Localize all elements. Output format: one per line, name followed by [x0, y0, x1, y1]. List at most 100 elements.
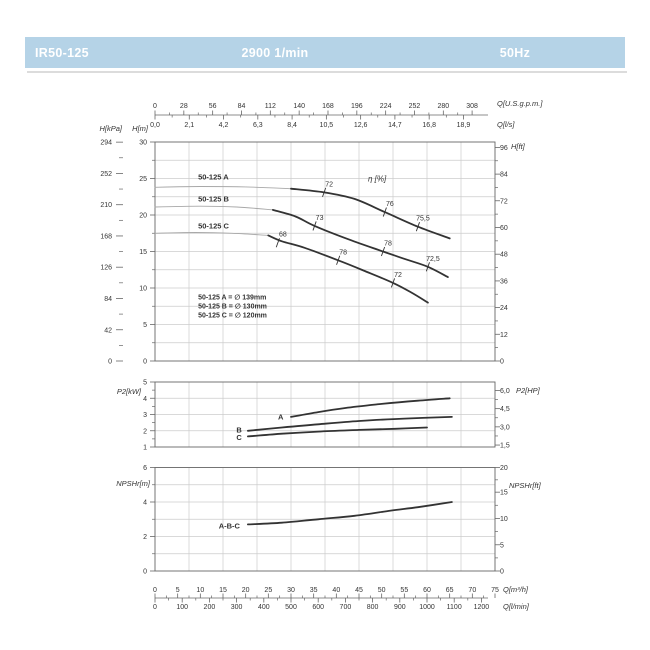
- efficiency-tick: [415, 222, 420, 232]
- power-chart-curve-C-main: [247, 426, 428, 438]
- npsh-chart-tick-label: 2: [143, 534, 147, 541]
- efficiency-value: 72: [325, 181, 333, 188]
- hq-chart-tick-label: 84: [104, 296, 112, 303]
- npsh-chart-axis-title: Q[l/min]: [503, 602, 530, 611]
- efficiency-tick: [312, 221, 317, 231]
- hq-chart-tick-label: 0: [153, 103, 157, 110]
- npsh-chart-tick-label: 900: [394, 604, 406, 611]
- hq-chart-tick-label: 12,6: [354, 122, 368, 129]
- hq-chart-tick-label: 30: [139, 140, 147, 147]
- hq-chart-axis-title: H[ft]: [511, 142, 526, 151]
- efficiency-tick: [381, 246, 386, 257]
- npsh-chart-axis-left: 6 4 2 0 NPSHr[m]: [116, 465, 155, 576]
- npsh-chart-tick-label: 55: [400, 587, 408, 594]
- npsh-chart-tick-label: 0: [500, 569, 504, 576]
- hq-chart-axis-title: H[m]: [132, 124, 149, 133]
- npsh-chart-tick-label: 45: [355, 587, 363, 594]
- hq-chart-axis-title: Q[U.S.g.p.m.]: [497, 99, 543, 108]
- hq-chart-tick-label: 8,4: [287, 122, 297, 129]
- npsh-chart-tick-label: 0: [153, 604, 157, 611]
- power-chart-curve-B-main: [247, 416, 453, 432]
- hq-chart-tick-label: 0: [500, 359, 504, 366]
- hq-chart-tick-label: 224: [380, 103, 392, 110]
- efficiency-tick: [322, 187, 327, 198]
- hq-chart-tick-label: 24: [500, 305, 508, 312]
- power-chart-grid: [155, 382, 495, 447]
- efficiency-value: 75,5: [416, 216, 430, 223]
- power-chart-tick-label: 6,0: [500, 388, 510, 395]
- hq-chart: 29425221016812684420H[kPa]302520151050H[…: [99, 99, 543, 366]
- npsh-chart-tick-label: 1200: [474, 604, 490, 611]
- hq-chart-tick-label: 84: [238, 103, 246, 110]
- hq-chart-tick-label: 140: [293, 103, 305, 110]
- hq-chart-tick-label: 48: [500, 252, 508, 259]
- hq-chart-curve-50-125-B-main: [272, 209, 449, 278]
- npsh-chart-tick-label: 0: [143, 569, 147, 576]
- npsh-chart-tick-label: 15: [500, 490, 508, 497]
- power-chart-axis-left: 5 4 3 2 1 P2[kW]: [117, 380, 155, 452]
- hq-chart-tick-label: 36: [500, 278, 508, 285]
- header-shadow-line: [27, 71, 627, 73]
- curve-name-label: C: [236, 433, 242, 442]
- npsh-chart-tick-label: 70: [468, 587, 476, 594]
- npsh-chart-tick-label: 30: [287, 587, 295, 594]
- power-chart-axis-title: P2[HP]: [516, 386, 541, 395]
- power-chart-axis-right: 6,0 4,5 3,0 1,5 P2[HP]: [495, 386, 541, 450]
- npsh-chart-tick-label: 20: [242, 587, 250, 594]
- hq-chart-tick-label: 196: [351, 103, 363, 110]
- hq-chart-tick-label: 280: [437, 103, 449, 110]
- hq-chart-tick-label: 84: [500, 172, 508, 179]
- npsh-chart-tick-label: 25: [264, 587, 272, 594]
- hq-chart-tick-label: 294: [100, 140, 112, 147]
- npsh-chart-tick-label: 300: [231, 604, 243, 611]
- npsh-chart-axis-title: Q[m³/h]: [503, 585, 529, 594]
- npsh-chart-axis-m3h: 0 5 10 15 20 25 30 35 40 45 50 55 60 65 70 75 Q[m³/h]: [153, 585, 529, 599]
- hq-chart-axis-title: H[kPa]: [99, 124, 122, 133]
- efficiency-axis-label: η [%]: [368, 175, 387, 184]
- impeller-diameter-legend-row: 50-125 C = ∅ 120mm: [198, 312, 267, 319]
- hq-chart-tick-label: 0: [143, 359, 147, 366]
- hq-chart-axis-right: 96 84 72 60 48 36 24 12 0 H[ft]: [495, 142, 526, 366]
- hq-chart-axis-title: Q[l/s]: [497, 120, 515, 129]
- hq-chart-tick-label: 252: [100, 171, 112, 178]
- efficiency-value: 73: [316, 215, 324, 222]
- power-chart-tick-label: 3: [143, 412, 147, 419]
- efficiency-tick: [425, 262, 430, 272]
- npsh-chart-tick-label: 65: [446, 587, 454, 594]
- hq-chart-tick-label: 6,3: [253, 122, 263, 129]
- hq-chart-tick-label: 14,7: [388, 122, 402, 129]
- hq-chart-axis-ls: 0,0 2,1 4,2 6,3 8,4 10,5 12,6 14,7 16,8 18,9 Q[l/s…: [150, 115, 515, 129]
- impeller-diameter-legend-row: 50-125 A = ∅ 139mm: [198, 294, 266, 301]
- efficiency-tick: [336, 255, 341, 265]
- npsh-chart-tick-label: 60: [423, 587, 431, 594]
- npsh-chart-tick-label: 5: [176, 587, 180, 594]
- hq-chart-axis-kpa: 294 252 210 168 126 84 42 0 H[kPa]: [99, 124, 123, 366]
- hq-chart-tick-label: 42: [104, 327, 112, 334]
- npsh-chart-tick-label: 6: [143, 465, 147, 472]
- efficiency-value: 72: [394, 272, 402, 279]
- npsh-chart-tick-label: 10: [500, 516, 508, 523]
- npsh-chart-tick-label: 200: [204, 604, 216, 611]
- hq-chart-curve-50-125-A-main: [290, 187, 451, 240]
- npsh-chart-tick-label: 0: [153, 587, 157, 594]
- pump-speed-label: 2900 1/min: [241, 45, 309, 60]
- power-chart-tick-label: 1: [143, 445, 147, 452]
- efficiency-value: 72,5: [426, 256, 440, 263]
- hq-chart-tick-label: 168: [100, 233, 112, 240]
- npsh-chart-tick-label: 500: [285, 604, 297, 611]
- power-chart-tick-label: 1,5: [500, 443, 510, 450]
- hq-chart-curve-50-125-A-low-flow: [154, 186, 292, 190]
- hq-chart-tick-label: 20: [139, 213, 147, 220]
- pump-frequency-label: 50Hz: [499, 45, 531, 60]
- hq-chart-tick-label: 210: [100, 202, 112, 209]
- npsh-chart-tick-label: 15: [219, 587, 227, 594]
- efficiency-tick: [390, 278, 396, 288]
- hq-chart-tick-label: 2,1: [184, 122, 194, 129]
- hq-chart-tick-label: 18,9: [457, 122, 471, 129]
- npsh-chart-tick-label: 1100: [447, 604, 462, 611]
- hq-chart-tick-label: 0: [108, 359, 112, 366]
- curve-name-label: 50-125 C: [198, 221, 229, 230]
- hq-chart-tick-label: 60: [500, 225, 508, 232]
